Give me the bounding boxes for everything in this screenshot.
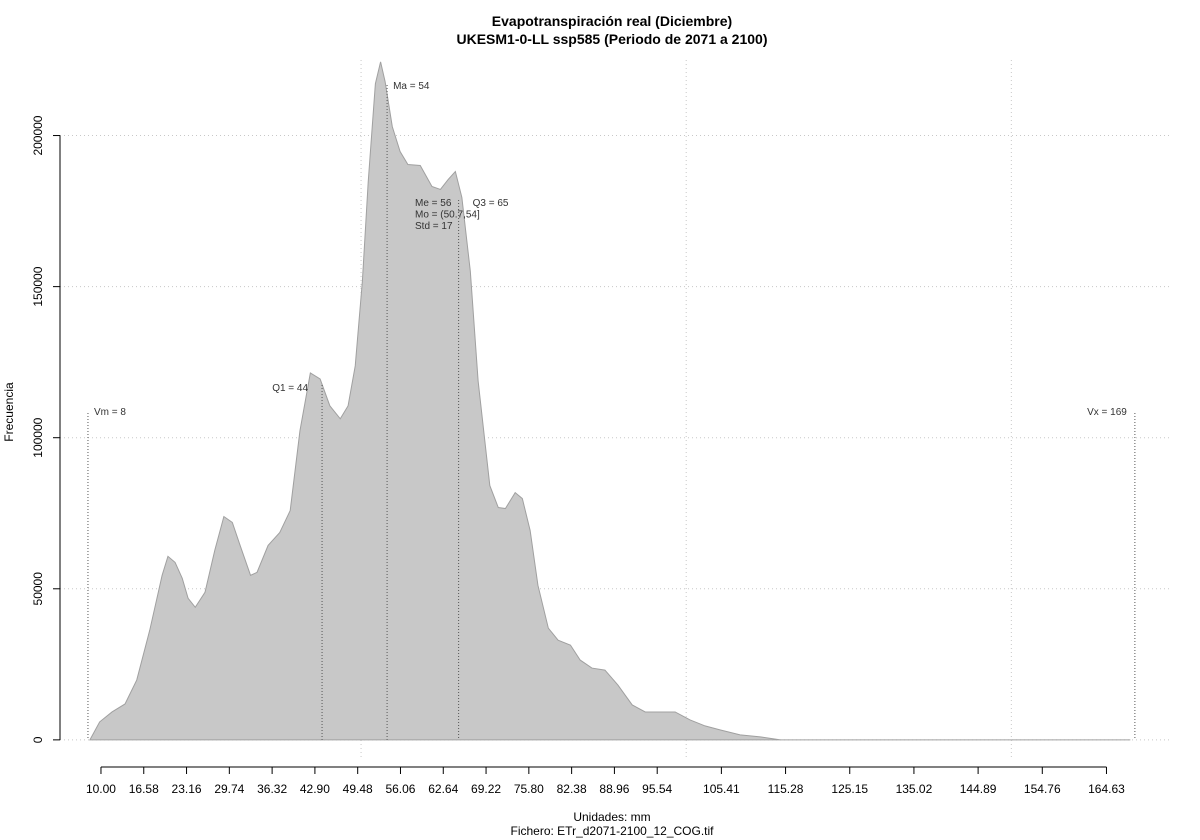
x-tick-label: 23.16 — [172, 782, 202, 796]
stat-note: Me = 56 — [415, 198, 452, 209]
y-tick-label: 0 — [31, 736, 45, 743]
stat-note: Mo = (50.7,54] — [415, 210, 480, 221]
x-tick-label: 29.74 — [214, 782, 244, 796]
x-tick-label: 62.64 — [428, 782, 458, 796]
caption: Fichero: ETr_d2071-2100_12_COG.tif — [511, 824, 715, 838]
marker-label: Q1 = 44 — [272, 383, 308, 394]
x-tick-label: 36.32 — [257, 782, 287, 796]
marker-label: Vx = 169 — [1087, 407, 1127, 418]
x-tick-label: 56.06 — [385, 782, 415, 796]
stat-note: Std = 17 — [415, 221, 453, 232]
y-tick-label: 200000 — [31, 115, 45, 155]
x-tick-label: 75.80 — [514, 782, 544, 796]
x-tick-label: 82.38 — [557, 782, 587, 796]
x-tick-label: 135.02 — [896, 782, 933, 796]
y-tick-label: 50000 — [31, 572, 45, 606]
marker-label: Vm = 8 — [94, 407, 126, 418]
x-axis-title: Unidades: mm — [573, 810, 650, 824]
y-tick-label: 150000 — [31, 266, 45, 306]
x-tick-label: 125.15 — [831, 782, 868, 796]
x-tick-label: 164.63 — [1088, 782, 1125, 796]
x-tick-label: 144.89 — [960, 782, 997, 796]
chart-subtitle: UKESM1-0-LL ssp585 (Periodo de 2071 a 21… — [457, 31, 768, 47]
x-tick-label: 16.58 — [129, 782, 159, 796]
x-tick-label: 69.22 — [471, 782, 501, 796]
x-tick-label: 115.28 — [768, 782, 804, 796]
y-axis-title: Frecuencia — [2, 382, 16, 442]
chart-title: Evapotranspiración real (Diciembre) — [492, 13, 732, 29]
x-tick-label: 88.96 — [599, 782, 629, 796]
area — [89, 61, 1131, 741]
x-tick-label: 154.76 — [1024, 782, 1061, 796]
y-tick-label: 100000 — [31, 417, 45, 457]
x-tick-label: 95.54 — [642, 782, 672, 796]
marker-label: Q3 = 65 — [473, 198, 509, 209]
x-tick-label: 10.00 — [86, 782, 116, 796]
x-tick-label: 49.48 — [343, 782, 373, 796]
x-tick-label: 105.41 — [703, 782, 740, 796]
marker-label: Ma = 54 — [393, 81, 430, 92]
x-tick-label: 42.90 — [300, 782, 330, 796]
